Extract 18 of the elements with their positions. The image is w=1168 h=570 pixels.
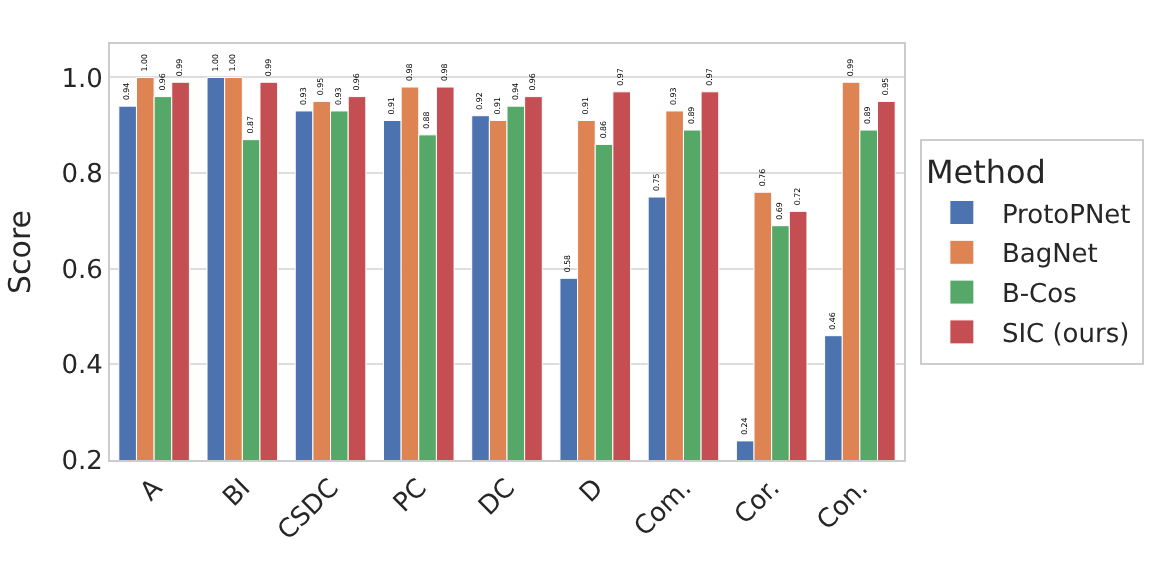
x-tick-label: Con.	[811, 473, 875, 537]
legend-label: BagNet	[1001, 240, 1098, 271]
y-tick-label: 0.6	[61, 255, 103, 286]
legend-label: B-Cos	[1001, 280, 1078, 311]
y-tick-label: 1.0	[61, 64, 103, 95]
y-axis-title: Score	[2, 209, 38, 295]
x-tick-label: A	[135, 473, 170, 508]
x-tick-label: DC	[473, 473, 522, 523]
y-tick-label: 0.2	[61, 447, 103, 478]
legend-label: ProtoPNet	[1001, 200, 1131, 231]
legend-label: SIC (ours)	[1001, 320, 1130, 351]
x-tick-label: PC	[388, 473, 434, 519]
x-tick-label: BI	[217, 473, 258, 514]
y-tick-label: 0.4	[61, 351, 103, 382]
y-tick-label: 0.8	[61, 160, 103, 191]
legend-title: Method	[925, 152, 1046, 191]
x-tick-label: D	[574, 473, 611, 510]
x-tick-label: Cor.	[729, 473, 787, 531]
